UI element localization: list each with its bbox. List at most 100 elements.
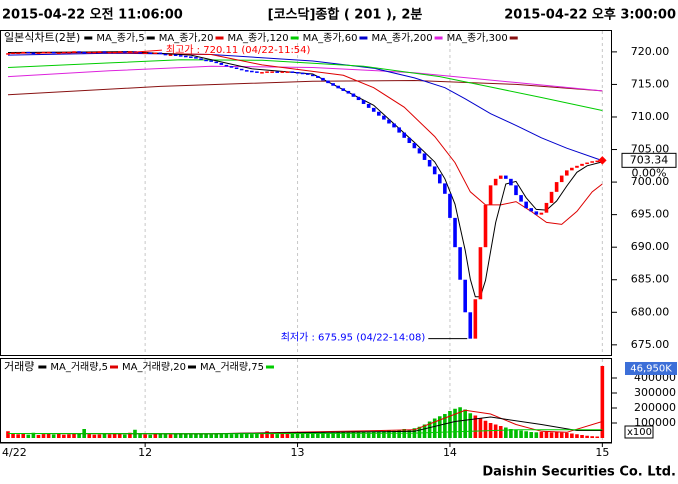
volume-bar xyxy=(158,433,163,438)
legend-swatch xyxy=(290,36,299,40)
volume-bar xyxy=(377,432,381,438)
candle xyxy=(148,52,153,55)
volume-bar xyxy=(473,415,478,438)
candle xyxy=(224,64,229,67)
volume-bar xyxy=(504,427,508,438)
candle xyxy=(219,62,224,65)
volume-bar xyxy=(361,431,366,438)
volume-bar xyxy=(224,433,229,438)
candle xyxy=(163,53,168,56)
volume-bar xyxy=(448,411,452,438)
candle xyxy=(183,55,188,58)
x-tick-label: 4/22 xyxy=(2,446,27,459)
candle xyxy=(209,60,213,62)
volume-bar xyxy=(77,433,81,438)
volume-bar xyxy=(21,433,26,438)
volume-bar xyxy=(549,432,554,438)
volume-bar xyxy=(326,433,330,438)
volume-bar xyxy=(209,434,213,438)
candle xyxy=(51,51,56,54)
candle xyxy=(524,201,528,209)
volume-bar xyxy=(56,433,61,438)
candle xyxy=(112,51,117,54)
current-volume: 46,950K xyxy=(630,364,672,375)
y-tick-label: 680.00 xyxy=(631,305,670,318)
candle xyxy=(260,72,264,74)
legend-entry: MA_거래량,20 xyxy=(122,361,186,373)
annotation-arrow xyxy=(133,49,162,53)
candle xyxy=(270,71,274,73)
volume-bar xyxy=(295,433,300,438)
legend-entry: MA_종가,5 xyxy=(96,32,144,44)
candle xyxy=(173,54,178,56)
candle xyxy=(16,52,20,55)
legend-swatch xyxy=(38,365,47,369)
volume-ma-line xyxy=(7,409,603,435)
candle xyxy=(62,51,66,54)
volume-bar xyxy=(346,432,351,438)
volume-bar xyxy=(189,434,193,438)
volume-bar xyxy=(397,430,401,438)
x-tick-label: 12 xyxy=(138,446,152,459)
candle xyxy=(382,115,386,120)
volume-bar xyxy=(595,436,600,438)
volume-bar xyxy=(463,409,467,438)
candle xyxy=(529,208,534,212)
candle xyxy=(97,51,102,53)
unit-box xyxy=(624,425,654,439)
candle xyxy=(351,93,356,97)
volume-bar xyxy=(585,435,589,438)
candle xyxy=(595,160,600,163)
candle xyxy=(427,159,432,167)
volume-bar xyxy=(443,414,447,438)
volume-bar xyxy=(564,432,569,438)
volume-bar xyxy=(544,431,549,438)
candle xyxy=(356,96,361,101)
candle xyxy=(280,71,285,73)
footer: Daishin Securities Co. Ltd. xyxy=(482,465,676,480)
y-tick-label: 200000 xyxy=(634,401,676,414)
y-tick-label: 690.00 xyxy=(631,240,670,253)
candle xyxy=(250,70,254,73)
candle xyxy=(265,71,269,73)
volume-bar xyxy=(31,432,36,438)
candle xyxy=(275,71,280,73)
candle xyxy=(305,73,310,75)
candle xyxy=(77,51,81,53)
candle xyxy=(478,247,483,300)
candle xyxy=(290,71,295,73)
candle xyxy=(437,174,442,184)
candle xyxy=(377,111,381,116)
candle xyxy=(229,66,234,68)
volume-bar xyxy=(199,433,203,438)
y-tick-label: 685.00 xyxy=(631,273,670,286)
candle xyxy=(295,72,300,74)
change-rate: 0.00% xyxy=(632,166,667,179)
candle xyxy=(331,83,335,86)
volume-bar xyxy=(46,433,51,438)
volume-bar xyxy=(534,432,539,438)
x-tick-label: 14 xyxy=(443,446,457,459)
candle xyxy=(67,51,71,54)
candle xyxy=(504,175,508,179)
legend-title: 일본식차트(2분) xyxy=(4,30,80,44)
y-tick-label: 300000 xyxy=(634,386,676,399)
legend-entry: MA_종가,200 xyxy=(371,32,432,44)
volume-bar xyxy=(382,431,386,438)
volume-bar xyxy=(422,424,427,438)
volume-bar xyxy=(153,433,158,438)
volume-bar xyxy=(580,435,584,438)
candle xyxy=(92,51,97,54)
volume-bar xyxy=(275,434,280,438)
candle xyxy=(493,178,498,186)
volume-bar xyxy=(493,424,498,438)
candle xyxy=(87,51,92,54)
volume-bar xyxy=(300,432,305,438)
candle xyxy=(519,195,523,202)
volume-bar xyxy=(305,433,310,438)
volume-bar xyxy=(539,432,544,438)
unit-label: x100 xyxy=(627,427,652,438)
x-tick-label: 13 xyxy=(291,446,305,459)
legend-swatch xyxy=(146,36,155,40)
candle xyxy=(36,52,41,55)
